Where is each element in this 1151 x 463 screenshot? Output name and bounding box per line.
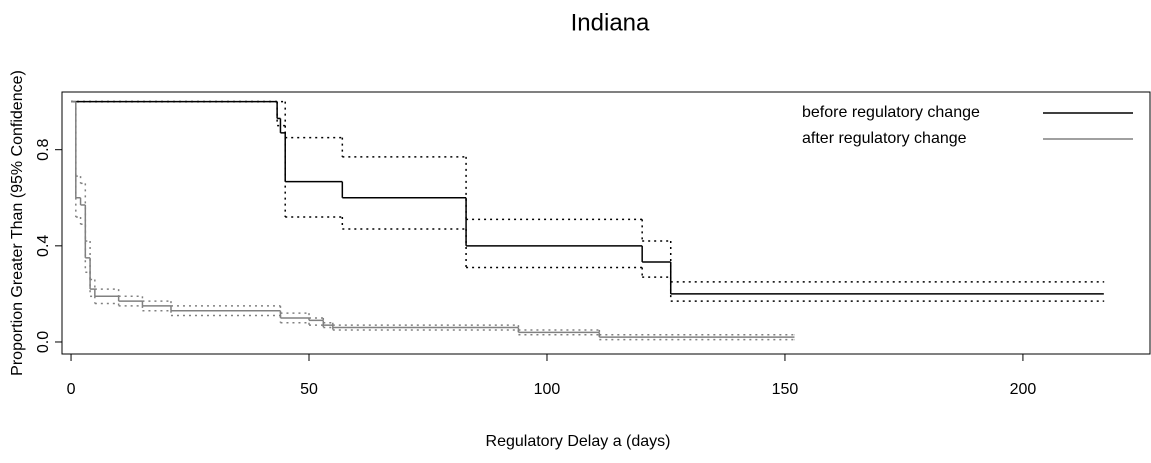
x-axis-label: Regulatory Delay a (days)	[486, 433, 671, 450]
y-tick-label: 0.4	[35, 235, 52, 257]
y-tick-label: 0.8	[35, 138, 52, 160]
y-tick-label: 0.0	[35, 331, 52, 353]
legend-label: before regulatory change	[802, 104, 980, 121]
x-tick-label: 50	[300, 381, 318, 398]
legend-label: after regulatory change	[802, 130, 967, 147]
y-axis-label: Proportion Greater Than (95% Confidence)	[9, 70, 26, 376]
chart-title: Indiana	[571, 9, 650, 36]
x-tick-label: 100	[534, 381, 561, 398]
x-tick-label: 200	[1010, 381, 1037, 398]
plot-frame	[61, 91, 1151, 355]
x-tick-label: 150	[772, 381, 799, 398]
x-tick-label: 0	[67, 381, 76, 398]
